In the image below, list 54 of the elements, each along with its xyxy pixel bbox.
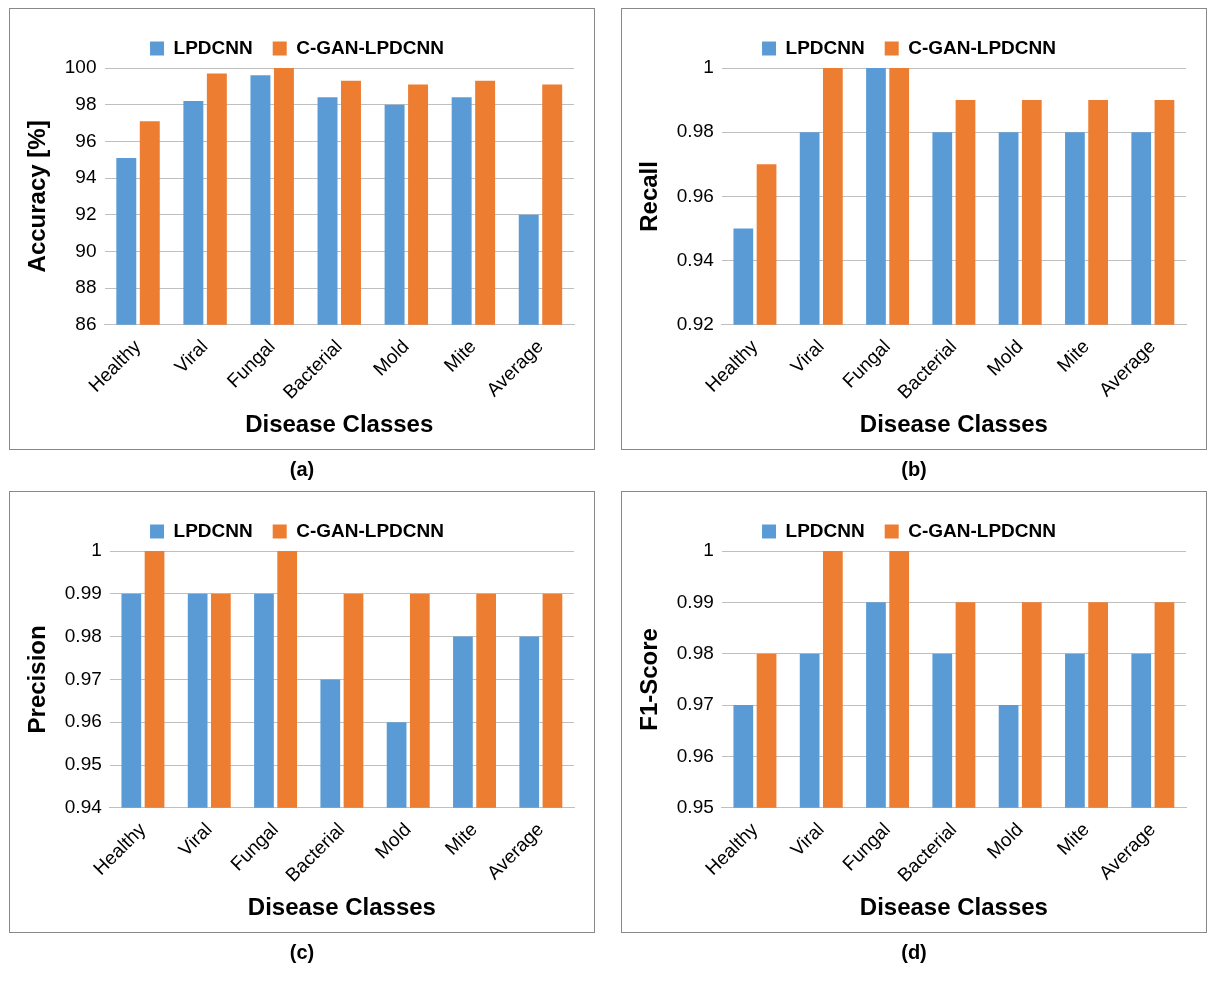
y-tick-label: 88 [75, 276, 97, 298]
y-tick-label: 0.96 [676, 744, 714, 766]
y-tick-label: 1 [703, 56, 714, 78]
y-tick-label: 100 [64, 56, 97, 78]
y-tick-label: 0.94 [64, 796, 103, 818]
y-tick-label: 0.96 [64, 710, 102, 732]
y-tick-label: 0.97 [676, 693, 714, 715]
y-axis-title: Precision [23, 625, 51, 734]
y-tick-label: 0.97 [64, 667, 102, 689]
y-tick-label: 0.94 [676, 248, 715, 270]
y-tick-label: 0.98 [676, 641, 714, 663]
y-tick-label: 0.95 [64, 753, 102, 775]
legend-label: LPDCNN [173, 519, 253, 541]
x-axis-title: Disease Classes [247, 893, 436, 921]
text: (c) [289, 941, 315, 964]
y-tick-label: 0.96 [676, 184, 714, 206]
y-tick-label: 0.99 [676, 590, 714, 612]
y-axis-title: Accuracy [%] [23, 120, 51, 273]
y-tick-label: 0.98 [676, 120, 714, 142]
y-tick-label: 98 [75, 92, 97, 114]
legend-label: LPDCNN [173, 36, 253, 58]
y-tick-label: 90 [75, 239, 97, 261]
y-tick-label: 86 [75, 313, 97, 335]
x-tick-label: Mite [1052, 818, 1094, 859]
x-tick-label: Viral [786, 335, 828, 378]
x-tick-label: Viral [174, 818, 216, 861]
y-tick-label: 1 [91, 539, 102, 561]
legend-label: C-GAN-LPDCNN [908, 519, 1056, 541]
legend-label: LPDCNN [785, 519, 865, 541]
text: (d) [901, 941, 927, 964]
x-tick-label: Mite [440, 818, 482, 859]
x-tick-label: Mite [1052, 335, 1094, 376]
x-tick-label: Mite [439, 335, 480, 376]
legend-label: C-GAN-LPDCNN [296, 36, 444, 58]
legend-label: C-GAN-LPDCNN [908, 36, 1056, 58]
x-axis-title: Disease Classes [245, 410, 434, 438]
text: (a) [289, 458, 315, 481]
x-axis-title: Disease Classes [859, 893, 1048, 921]
y-tick-label: 96 [75, 129, 97, 151]
x-axis-title: Disease Classes [859, 410, 1048, 438]
y-tick-label: 0.95 [676, 796, 714, 818]
y-tick-label: 94 [75, 166, 97, 188]
text: (b) [901, 458, 927, 481]
y-tick-label: 0.98 [64, 624, 102, 646]
x-tick-label: Viral [170, 335, 212, 378]
y-tick-label: 92 [75, 202, 97, 224]
y-axis-title: F1-Score [635, 628, 663, 731]
legend-label: LPDCNN [785, 36, 865, 58]
x-tick-label: Viral [786, 818, 828, 861]
y-axis-title: Recall [635, 161, 663, 232]
y-tick-label: 0.92 [676, 313, 714, 335]
legend-label: C-GAN-LPDCNN [296, 519, 444, 541]
y-tick-label: 1 [703, 539, 714, 561]
y-tick-label: 0.99 [64, 582, 102, 604]
